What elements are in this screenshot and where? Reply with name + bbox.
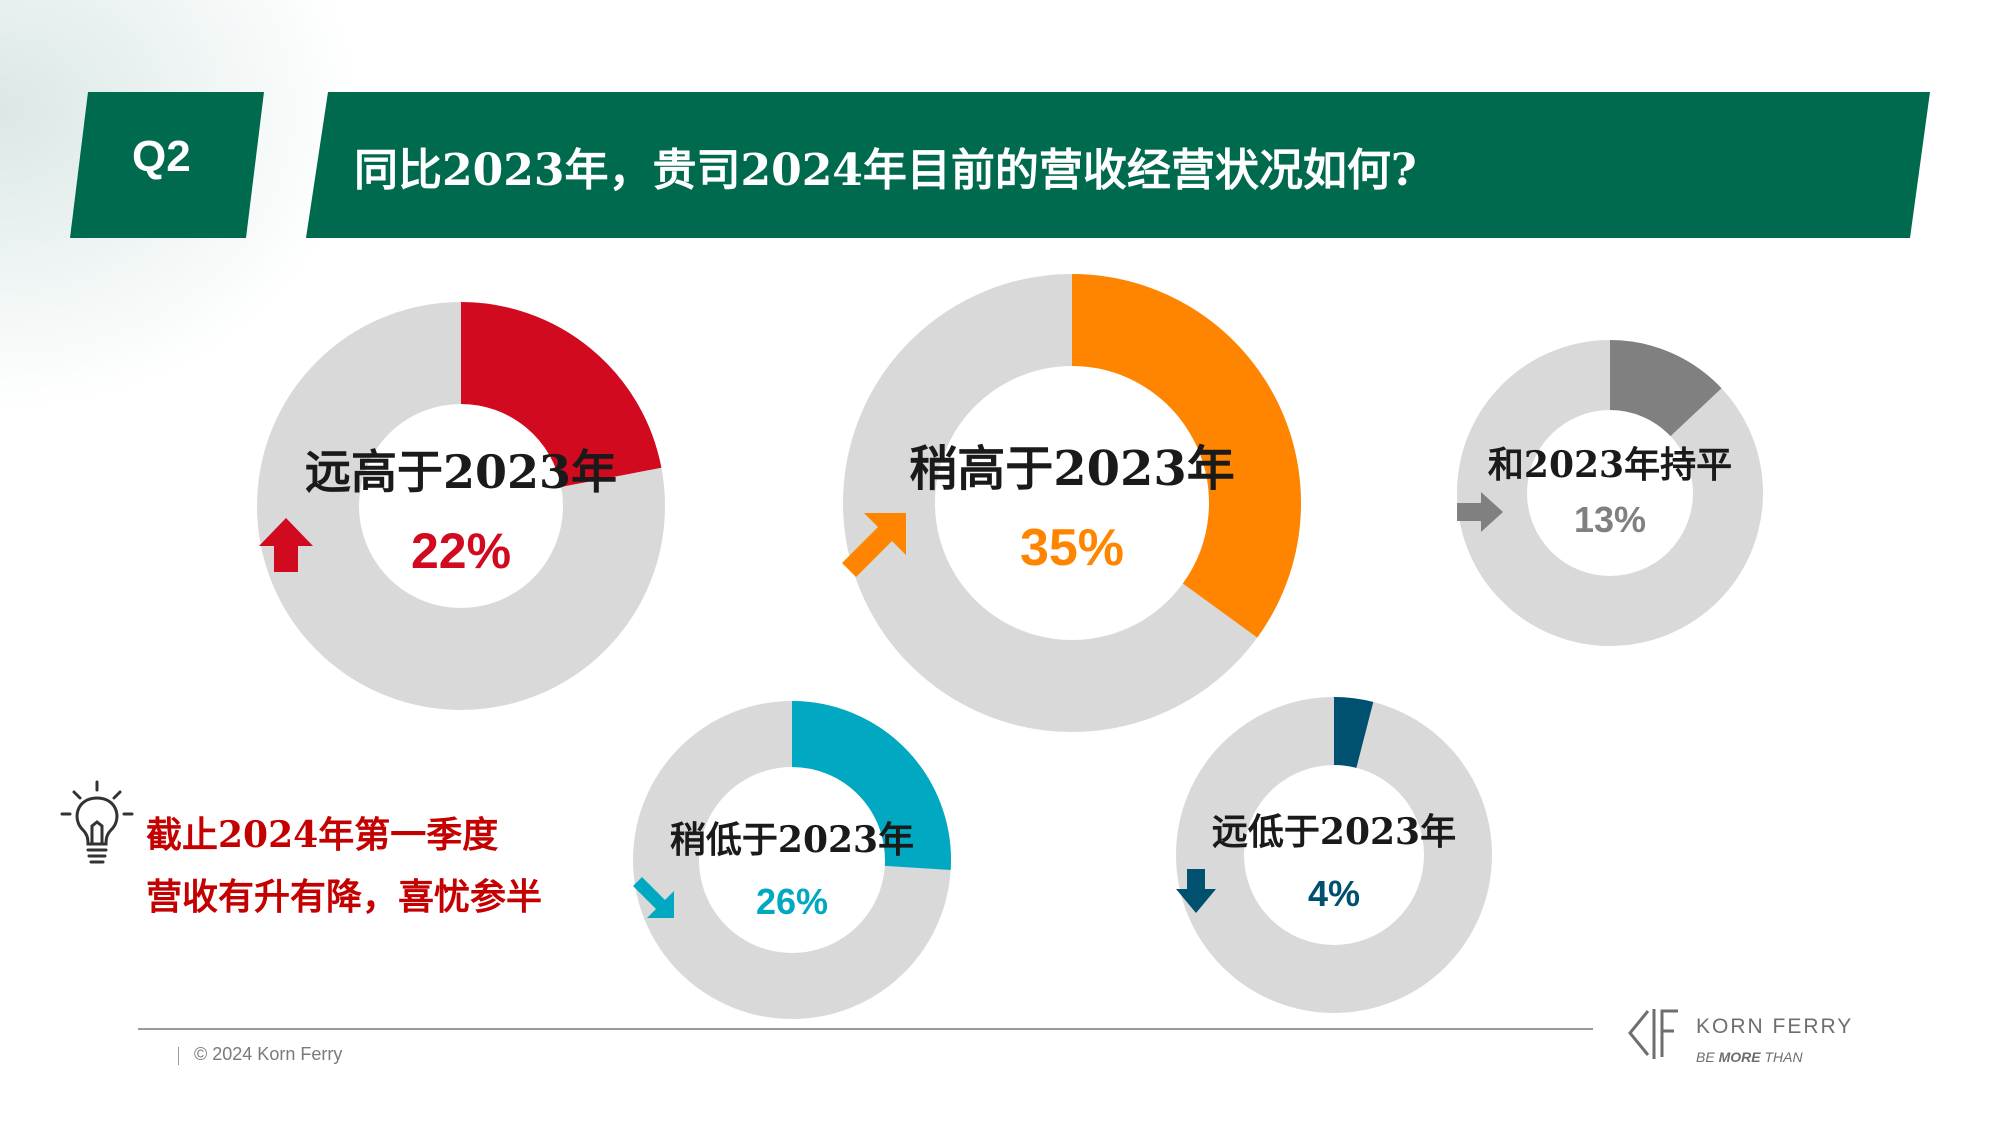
arrow-down-icon — [1176, 869, 1216, 913]
category-label: 和2023年持平 — [1487, 444, 1733, 486]
donut-much-higher: 远高于2023年 22% — [257, 302, 665, 710]
copyright-label: © 2024 Korn Ferry — [194, 1044, 343, 1064]
percent-value: 4% — [1307, 873, 1361, 914]
category-label: 稍高于2023年 — [909, 441, 1235, 497]
donut-segment — [791, 701, 951, 870]
arrow-up-right-icon — [842, 513, 906, 577]
logo-tagline: BE MORE THAN — [1696, 1049, 1803, 1065]
donut-segment — [459, 302, 662, 489]
percent-value: 26% — [755, 881, 829, 922]
title-block — [306, 92, 1930, 238]
arrow-up-icon — [259, 518, 313, 572]
donut-segment — [1608, 340, 1722, 438]
arrow-right-icon — [1457, 492, 1503, 532]
category-label: 远低于2023年 — [1211, 811, 1457, 853]
takeaway-line-1: 截止2024年第一季度 — [146, 814, 499, 856]
category-label: 稍低于2023年 — [669, 819, 915, 861]
lightbulb-icon — [60, 780, 134, 864]
donut-much-lower: 远低于2023年 4% — [1176, 697, 1492, 1013]
footer-divider — [138, 1028, 1593, 1030]
donut-segment — [1332, 697, 1374, 769]
korn-ferry-logo-icon — [1628, 1009, 1678, 1059]
q-label-block — [70, 92, 264, 238]
percent-value: 35% — [1019, 519, 1125, 577]
page-title: 同比2023年，贵司2024年目前的营收经营状况如何? — [354, 145, 1417, 196]
donut-svg — [633, 701, 951, 1019]
donut-flat: 和2023年持平 13% — [1457, 340, 1763, 646]
donut-slightly-lower: 稍低于2023年 26% — [633, 701, 951, 1019]
korn-ferry-logo: KORN FERRY BE MORE THAN — [1624, 1003, 1964, 1073]
percent-value: 22% — [410, 523, 512, 579]
header-banner — [70, 92, 1930, 238]
copyright-text: © 2024 Korn Ferry — [178, 1044, 342, 1065]
takeaway-note: 截止2024年第一季度 营收有升有降，喜忧参半 — [60, 780, 660, 920]
arrow-down-right-icon — [633, 877, 674, 918]
donut-track — [1176, 697, 1492, 1013]
donut-svg — [1176, 697, 1492, 1013]
copyright-divider — [178, 1047, 179, 1065]
takeaway-line-2: 营收有升有降，喜忧参半 — [146, 876, 543, 918]
question-number: Q2 — [132, 132, 191, 181]
donut-svg — [843, 274, 1301, 732]
percent-value: 13% — [1573, 499, 1647, 540]
donut-segment — [1070, 274, 1301, 638]
donut-svg — [257, 302, 665, 710]
category-label: 远高于2023年 — [304, 445, 618, 499]
donut-slightly-higher: 稍高于2023年 35% — [842, 273, 1302, 733]
donut-svg — [1457, 340, 1763, 646]
logo-wordmark: KORN FERRY — [1696, 1015, 1854, 1038]
